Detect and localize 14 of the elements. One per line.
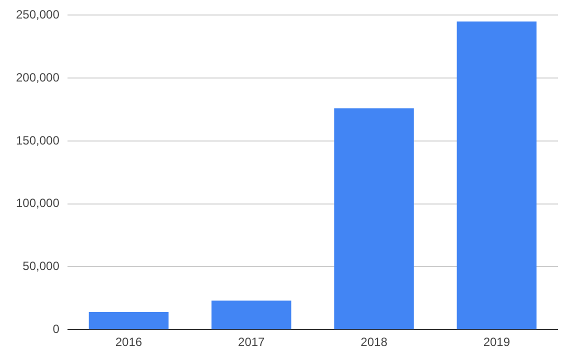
y-tick-label: 250,000 (16, 8, 60, 22)
y-tick-label: 150,000 (16, 133, 60, 148)
x-tick-label: 2016 (115, 335, 142, 350)
x-tick-label: 2017 (238, 335, 266, 350)
bar (334, 108, 414, 330)
y-tick-label: 50,000 (22, 259, 60, 274)
y-tick-label: 200,000 (16, 70, 60, 84)
bar (212, 300, 292, 330)
y-tick-label: 0 (52, 322, 60, 336)
bar (456, 21, 537, 330)
bar (88, 312, 169, 330)
x-tick-label: 2018 (360, 335, 388, 350)
y-tick-label: 100,000 (16, 196, 60, 210)
x-tick-label: 2019 (483, 335, 510, 350)
